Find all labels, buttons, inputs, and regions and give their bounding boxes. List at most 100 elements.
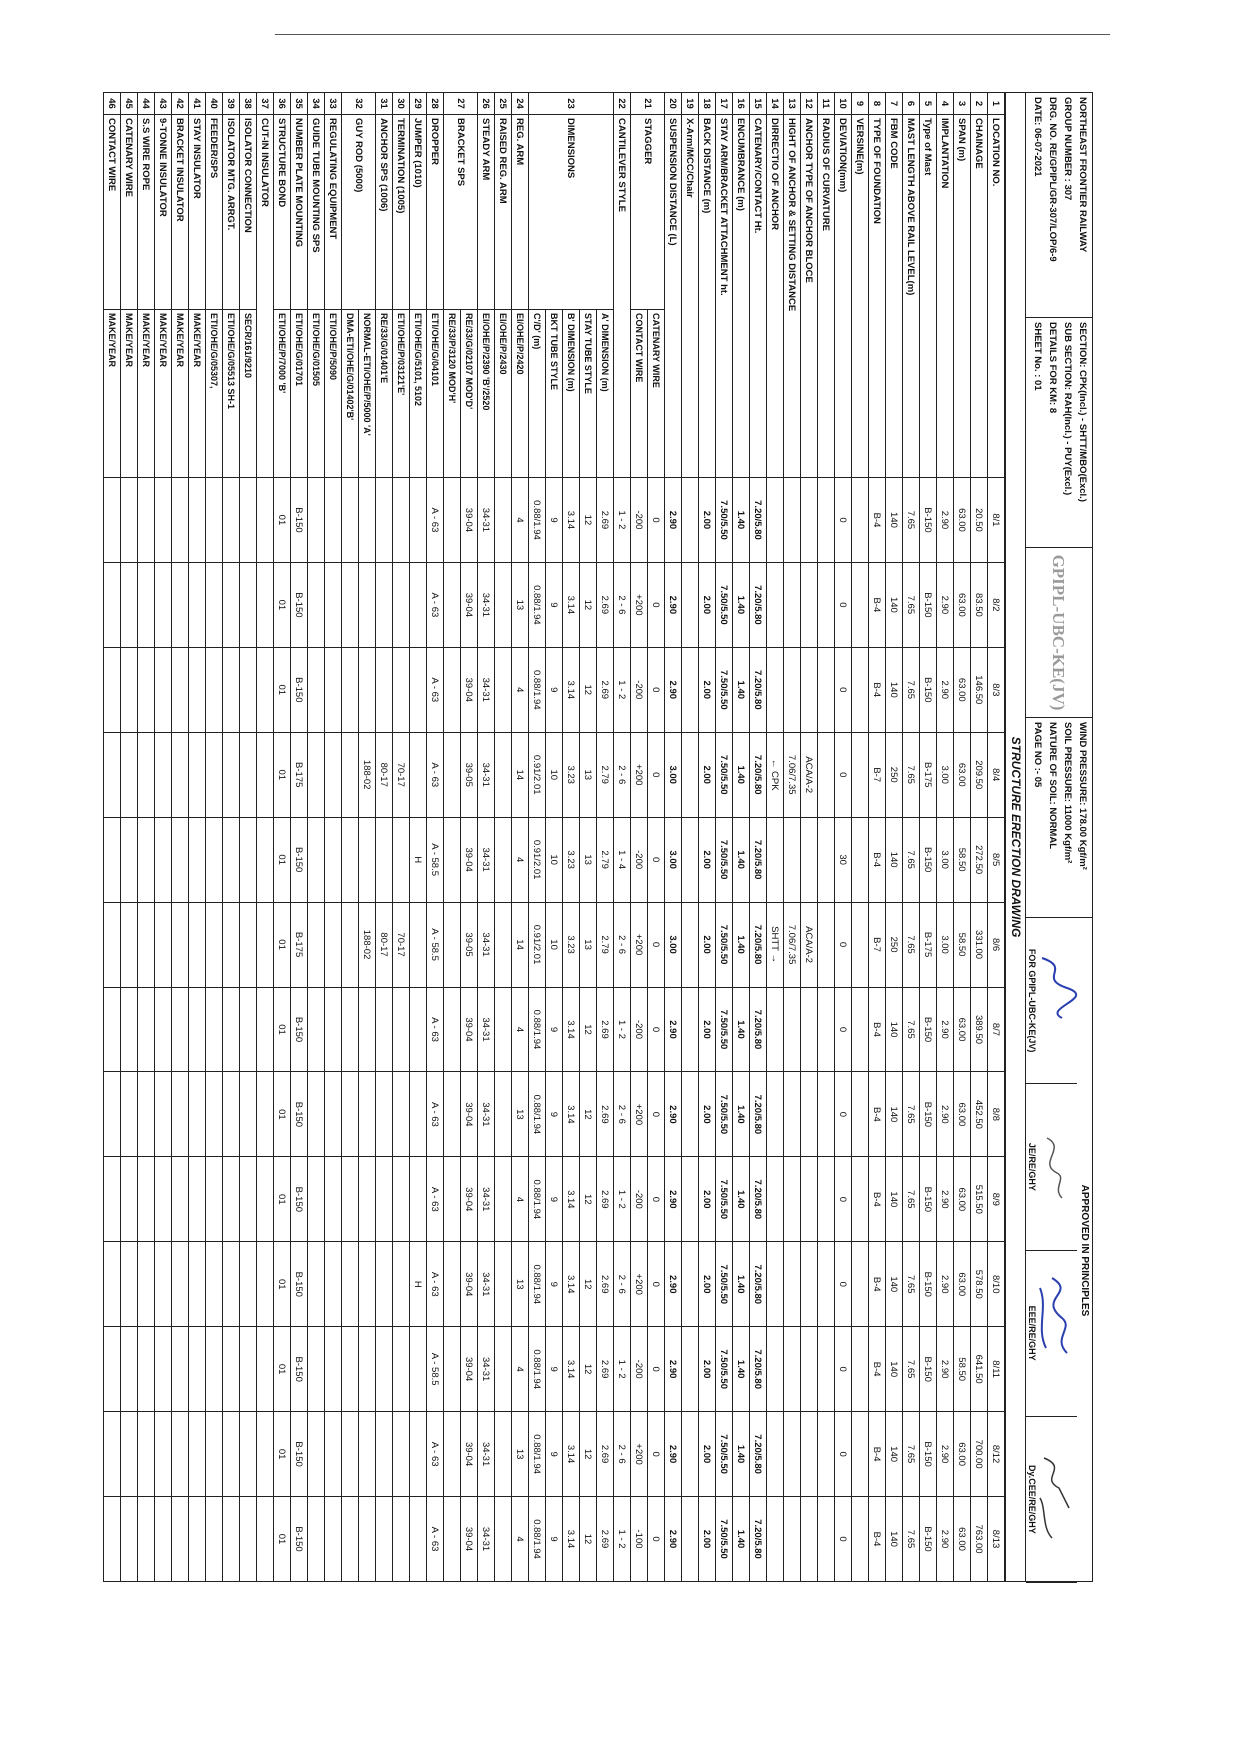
cell: B-150 (919, 477, 937, 563)
cell (120, 1071, 138, 1157)
cell: 39-04 (460, 647, 478, 733)
cell (681, 647, 699, 733)
cell: 7.20/5.80 (749, 1411, 767, 1497)
row-label: ISOLATOR MTG. ARRGT. (222, 114, 240, 310)
cell (341, 1326, 359, 1412)
cell (239, 987, 257, 1072)
row-number: 10 (834, 92, 852, 115)
cell: 8/2 (987, 562, 1005, 648)
cell: 2.90 (664, 987, 682, 1072)
row-label: TYPE OF FOUNDATION (868, 114, 886, 478)
cell: 9 (545, 1411, 563, 1497)
cell (188, 1156, 206, 1242)
cell: 58.50 (953, 1326, 971, 1412)
cell (443, 1411, 461, 1497)
cell: 01 (273, 817, 291, 903)
cell (307, 1071, 325, 1157)
row-number: 37 (256, 92, 274, 115)
cell: 39-04 (460, 1326, 478, 1412)
cell: 0.88/1.94 (528, 1071, 546, 1157)
cell (222, 1411, 240, 1497)
cell (392, 1156, 410, 1242)
row-label: RAISED REG. ARM (494, 114, 512, 310)
cell (120, 477, 138, 563)
cell: 3.14 (562, 1326, 580, 1412)
cell (324, 1496, 342, 1582)
cell: 2.00 (698, 1071, 716, 1157)
cell: B-175 (919, 732, 937, 818)
cell: 7.65 (902, 1241, 920, 1327)
cell: 63.00 (953, 1071, 971, 1157)
cell: 2.69 (596, 1496, 614, 1582)
cell (409, 562, 427, 648)
cell: 12 (579, 477, 597, 563)
cell: 3.14 (562, 987, 580, 1072)
cell (817, 817, 835, 903)
cell (341, 1496, 359, 1582)
row-label: STEADY ARM (477, 114, 495, 310)
cell: 2.90 (664, 477, 682, 563)
cell: 7.50/5.50 (715, 732, 733, 818)
logo: GPIPL-UBC-KE(JV) (1026, 548, 1092, 718)
cell: B-150 (290, 647, 308, 733)
cell (205, 1411, 223, 1497)
cell: 3.00 (936, 732, 954, 818)
cell: 2.90 (936, 1326, 954, 1412)
cell: 0 (647, 1411, 665, 1497)
cell: 8/5 (987, 817, 1005, 903)
row-number: 40 (205, 92, 223, 115)
cell: 7.65 (902, 987, 920, 1072)
cell (817, 1411, 835, 1497)
cell (851, 1241, 869, 1327)
cell (783, 1411, 801, 1497)
cell (358, 477, 376, 563)
cell (375, 1326, 393, 1412)
row-number: 43 (154, 92, 172, 115)
cell: 10 (545, 817, 563, 903)
row: 38 ISOLATOR CONNECTION SECR/161/9210 (239, 92, 257, 1582)
row: 2 CHAINAGE 20.50 83.50 146.50 209.50 272.50 331… (970, 92, 988, 1582)
cell: 2.90 (664, 1326, 682, 1412)
cell (494, 1326, 512, 1412)
sub-label: B' DIMENSION (m) (562, 309, 580, 478)
cell (375, 477, 393, 563)
cell: 7.50/5.50 (715, 477, 733, 563)
cell: 8/11 (987, 1326, 1005, 1412)
cell (392, 1071, 410, 1157)
cell: 0 (834, 1071, 852, 1157)
cell (188, 987, 206, 1072)
sub-label: ETI/OHE/P/5090 (324, 309, 342, 478)
cell: 9 (545, 562, 563, 648)
cell: 140 (885, 1071, 903, 1157)
cell: 1.40 (732, 1326, 750, 1412)
cell (205, 732, 223, 818)
cell: 01 (273, 1071, 291, 1157)
cell: 7.20/5.80 (749, 477, 767, 563)
cell: 39-05 (460, 732, 478, 818)
sub-label: SECR/161/9210 (239, 309, 257, 478)
cell: +200 (630, 732, 648, 818)
cell: 1 - 2 (613, 1496, 631, 1582)
sub-label: CONTACT WIRE (630, 309, 648, 478)
sub-label: RE/33/G/01401'E (375, 309, 393, 478)
row: 6 MAST LENGTH ABOVE RAIL LEVEL(m) 7.65 7.65… (902, 92, 920, 1582)
cell: 140 (885, 1156, 903, 1242)
sub-label: ETI/OHE/G/01505 (307, 309, 325, 478)
cell: 2.69 (596, 1071, 614, 1157)
cell: 63.00 (953, 562, 971, 648)
row-number: 6 (902, 92, 920, 115)
cell: 7.65 (902, 1071, 920, 1157)
cell: 7.50/5.50 (715, 902, 733, 988)
cell: 7.20/5.80 (749, 1156, 767, 1242)
cell: B-150 (290, 1326, 308, 1412)
cell: 7.20/5.80 (749, 987, 767, 1072)
cell: +200 (630, 1071, 648, 1157)
cell (120, 732, 138, 818)
row-label: CHAINAGE (970, 114, 988, 478)
sub-label: MAKE/YEAR (120, 309, 138, 478)
cell (766, 1241, 784, 1327)
cell: 4 (511, 477, 529, 563)
cell (392, 817, 410, 903)
sub-label: STAY TUBE STYLE (579, 309, 597, 478)
